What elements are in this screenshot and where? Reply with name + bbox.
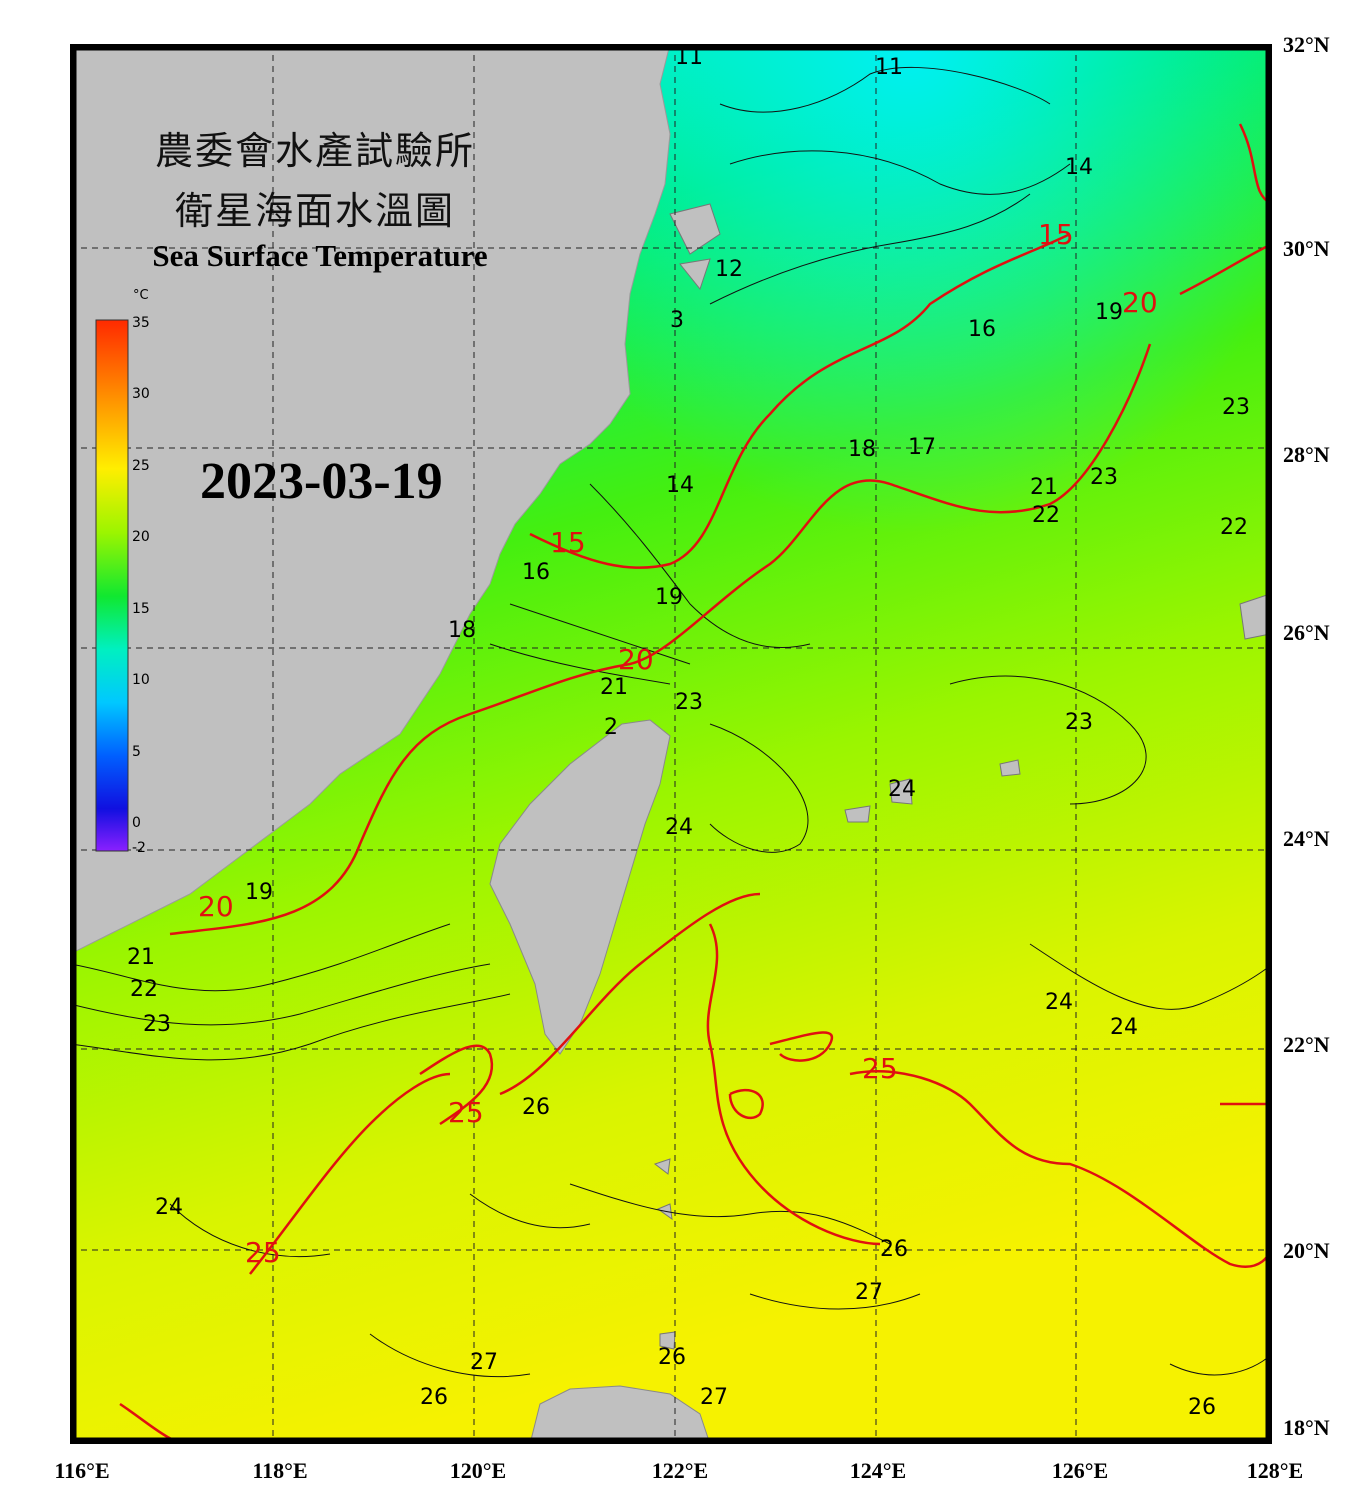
isotherm-label: 12 bbox=[715, 257, 743, 282]
colorbar-tick-label: 30 bbox=[132, 386, 150, 402]
longitude-labels: 116°E 118°E 120°E 122°E 124°E 126°E 128°… bbox=[54, 1458, 1303, 1483]
sst-map-canvas: 11 11 14 12 3 16 19 18 17 14 21 22 23 23… bbox=[70, 44, 1272, 1444]
isotherm-label: 21 bbox=[1030, 475, 1058, 500]
lon-label: 116°E bbox=[54, 1458, 109, 1483]
isotherm-label: 20 bbox=[618, 643, 654, 676]
colorbar-tick-label: 0 bbox=[132, 815, 141, 831]
isotherm-label: 16 bbox=[968, 317, 996, 342]
land-islands-ryukyu bbox=[844, 593, 1271, 823]
lat-label: 30°N bbox=[1283, 236, 1330, 261]
isotherm-label: 22 bbox=[1032, 503, 1060, 528]
lat-label: 22°N bbox=[1283, 1032, 1330, 1057]
lon-label: 124°E bbox=[850, 1458, 906, 1483]
colorbar bbox=[95, 319, 129, 852]
isotherm-label: 15 bbox=[1038, 218, 1074, 251]
lat-label: 24°N bbox=[1283, 826, 1330, 851]
land-islands-batan bbox=[653, 1158, 676, 1350]
lon-label: 118°E bbox=[252, 1458, 307, 1483]
land-china bbox=[70, 44, 671, 955]
map-border bbox=[70, 44, 1272, 1444]
isotherm-labels-red: 15 20 15 20 20 25 25 25 bbox=[198, 218, 1158, 1269]
isotherm-label: 25 bbox=[448, 1096, 484, 1129]
lon-label: 120°E bbox=[450, 1458, 506, 1483]
isotherm-label: 27 bbox=[700, 1385, 728, 1410]
colorbar-tick-label: 10 bbox=[132, 672, 150, 688]
isotherm-label: 23 bbox=[1222, 395, 1250, 420]
title-chinese-map: 衛星海面水溫圖 bbox=[174, 189, 455, 233]
isotherm-label: 24 bbox=[1045, 990, 1073, 1015]
isotherm-label: 26 bbox=[1188, 1395, 1216, 1420]
lat-label: 20°N bbox=[1283, 1238, 1330, 1263]
isotherm-label: 24 bbox=[1110, 1015, 1138, 1040]
date-label: 2023-03-19 bbox=[200, 453, 443, 510]
land-taiwan bbox=[489, 719, 671, 1055]
isotherm-label: 21 bbox=[600, 675, 628, 700]
colorbar-tick-label: 20 bbox=[132, 529, 150, 545]
isotherm-label: 25 bbox=[862, 1052, 898, 1085]
title-chinese-agency: 農委會水產試驗所 bbox=[154, 129, 475, 173]
lon-label: 122°E bbox=[652, 1458, 708, 1483]
isotherm-label: 2 bbox=[604, 715, 618, 740]
lat-label: 18°N bbox=[1283, 1415, 1330, 1440]
lon-label: 126°E bbox=[1052, 1458, 1108, 1483]
isotherm-label: 17 bbox=[908, 435, 936, 460]
isotherm-labels-black: 11 11 14 12 3 16 19 18 17 14 21 22 23 23… bbox=[127, 45, 1250, 1420]
latitude-labels: 32°N 30°N 28°N 26°N 24°N 22°N 20°N 18°N bbox=[1283, 32, 1330, 1440]
isotherm-label: 14 bbox=[1065, 155, 1093, 180]
isotherm-label: 26 bbox=[420, 1385, 448, 1410]
lat-label: 26°N bbox=[1283, 620, 1330, 645]
colorbar-tick-label: 15 bbox=[132, 601, 150, 617]
colorbar-unit: °C bbox=[133, 288, 149, 303]
isotherm-label: 26 bbox=[658, 1345, 686, 1370]
isotherm-label: 18 bbox=[848, 437, 876, 462]
lon-label: 128°E bbox=[1247, 1458, 1303, 1483]
isotherm-label: 22 bbox=[1220, 515, 1248, 540]
colorbar-tick-label: 25 bbox=[132, 458, 150, 474]
isotherm-label: 26 bbox=[880, 1237, 908, 1262]
isotherm-label: 16 bbox=[522, 560, 550, 585]
land-islands-zhoushan bbox=[669, 203, 721, 291]
isotherm-label: 19 bbox=[1095, 300, 1123, 325]
colorbar-ticks: 35 30 25 20 15 10 5 0 -2 bbox=[132, 315, 150, 856]
colorbar-tick-label: 5 bbox=[132, 744, 141, 760]
lat-label: 28°N bbox=[1283, 442, 1330, 467]
isotherm-label: 23 bbox=[143, 1012, 171, 1037]
isotherm-label: 23 bbox=[675, 690, 703, 715]
colorbar-tick-label: 35 bbox=[132, 315, 150, 331]
isotherm-label: 20 bbox=[198, 890, 234, 923]
isotherm-label: 19 bbox=[655, 585, 683, 610]
isotherm-label: 22 bbox=[130, 977, 158, 1002]
isotherm-label: 24 bbox=[665, 815, 693, 840]
isotherm-label: 26 bbox=[522, 1095, 550, 1120]
isotherms-red bbox=[119, 123, 1272, 1444]
isotherm-label: 3 bbox=[670, 308, 684, 333]
isotherm-label: 11 bbox=[875, 55, 903, 80]
title-english: Sea Surface Temperature bbox=[152, 238, 488, 273]
isotherm-label: 15 bbox=[550, 526, 586, 559]
sst-map: 11 11 14 12 3 16 19 18 17 14 21 22 23 23… bbox=[70, 44, 1272, 1444]
isotherm-label: 25 bbox=[245, 1236, 281, 1269]
isotherm-label: 27 bbox=[855, 1280, 883, 1305]
lat-label: 32°N bbox=[1283, 32, 1330, 57]
isotherm-label: 18 bbox=[448, 618, 476, 643]
isotherm-label: 24 bbox=[155, 1195, 183, 1220]
isotherm-label: 23 bbox=[1090, 465, 1118, 490]
isotherms-black bbox=[70, 66, 1272, 1378]
isotherm-label: 19 bbox=[245, 880, 273, 905]
isotherm-label: 14 bbox=[666, 473, 694, 498]
isotherm-label: 24 bbox=[888, 777, 916, 802]
graticule bbox=[70, 44, 1272, 1444]
colorbar-tick-label: -2 bbox=[132, 840, 146, 856]
isotherm-label: 23 bbox=[1065, 710, 1093, 735]
isotherm-label: 27 bbox=[470, 1350, 498, 1375]
isotherm-label: 21 bbox=[127, 945, 155, 970]
isotherm-label: 20 bbox=[1122, 286, 1158, 319]
